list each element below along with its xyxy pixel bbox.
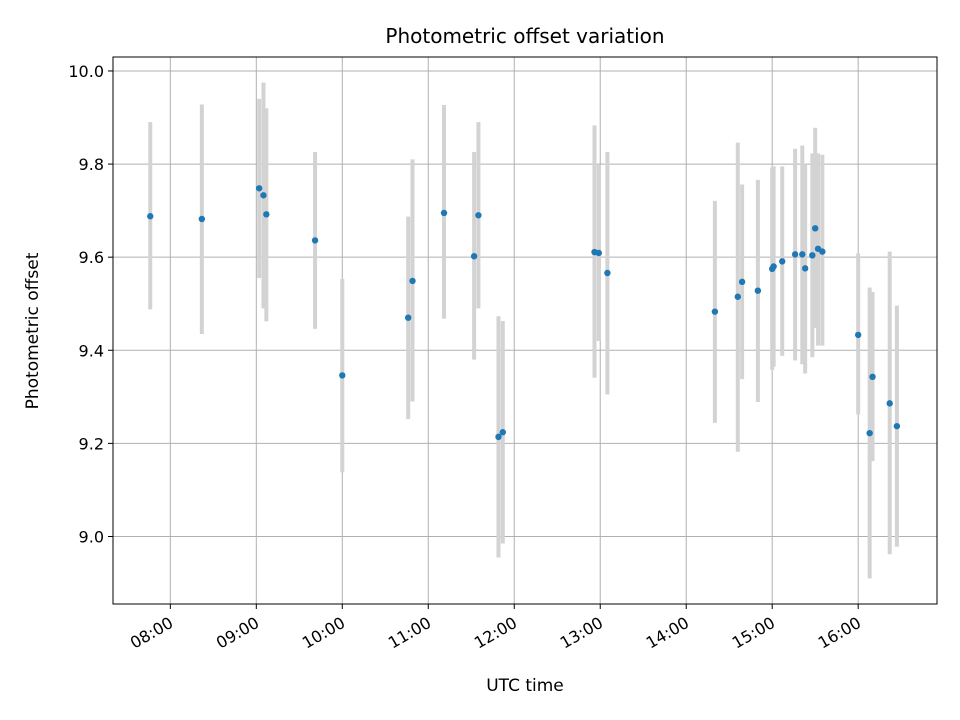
y-tick-label: 9.8 [79,155,104,174]
data-point [886,400,893,407]
data-point [866,429,873,437]
y-tick-label: 9.4 [79,341,104,360]
y-tick-label: 9.0 [79,527,104,546]
data-point [595,249,603,257]
data-point [711,308,719,315]
data-point [499,429,506,436]
data-point [405,314,412,321]
data-point [770,263,777,270]
marker-layer [147,185,901,441]
data-point [255,185,263,192]
data-point [260,192,267,199]
x-axis-label: UTC time [486,676,564,696]
data-point [475,212,482,219]
data-point [819,248,826,255]
data-point [147,213,154,220]
data-point [409,277,416,285]
data-point [893,422,901,430]
data-point [801,265,809,272]
y-tick-label: 9.2 [79,434,104,453]
data-point [854,331,862,339]
data-point [311,237,319,244]
chart-title: Photometric offset variation [385,24,664,48]
y-axis-ticks: 9.0 9.2 9.4 9.6 9.8 10.0 [68,62,113,546]
data-point [799,251,806,258]
data-point [754,287,762,294]
data-point [809,252,816,259]
y-tick-label: 9.6 [79,248,104,267]
data-point [198,215,206,223]
data-point [339,372,346,379]
data-point [440,209,448,217]
data-point [495,433,502,441]
data-point [734,293,742,300]
data-point [811,225,819,232]
data-point [738,278,746,286]
data-point [869,373,876,381]
data-point [263,211,270,218]
data-point [779,258,786,265]
data-point [470,253,478,260]
plot-frame [112,56,938,605]
data-point [791,251,799,258]
data-point [604,269,611,277]
y-axis-label: Photometric offset [23,252,43,409]
y-tick-label: 10.0 [68,62,104,81]
